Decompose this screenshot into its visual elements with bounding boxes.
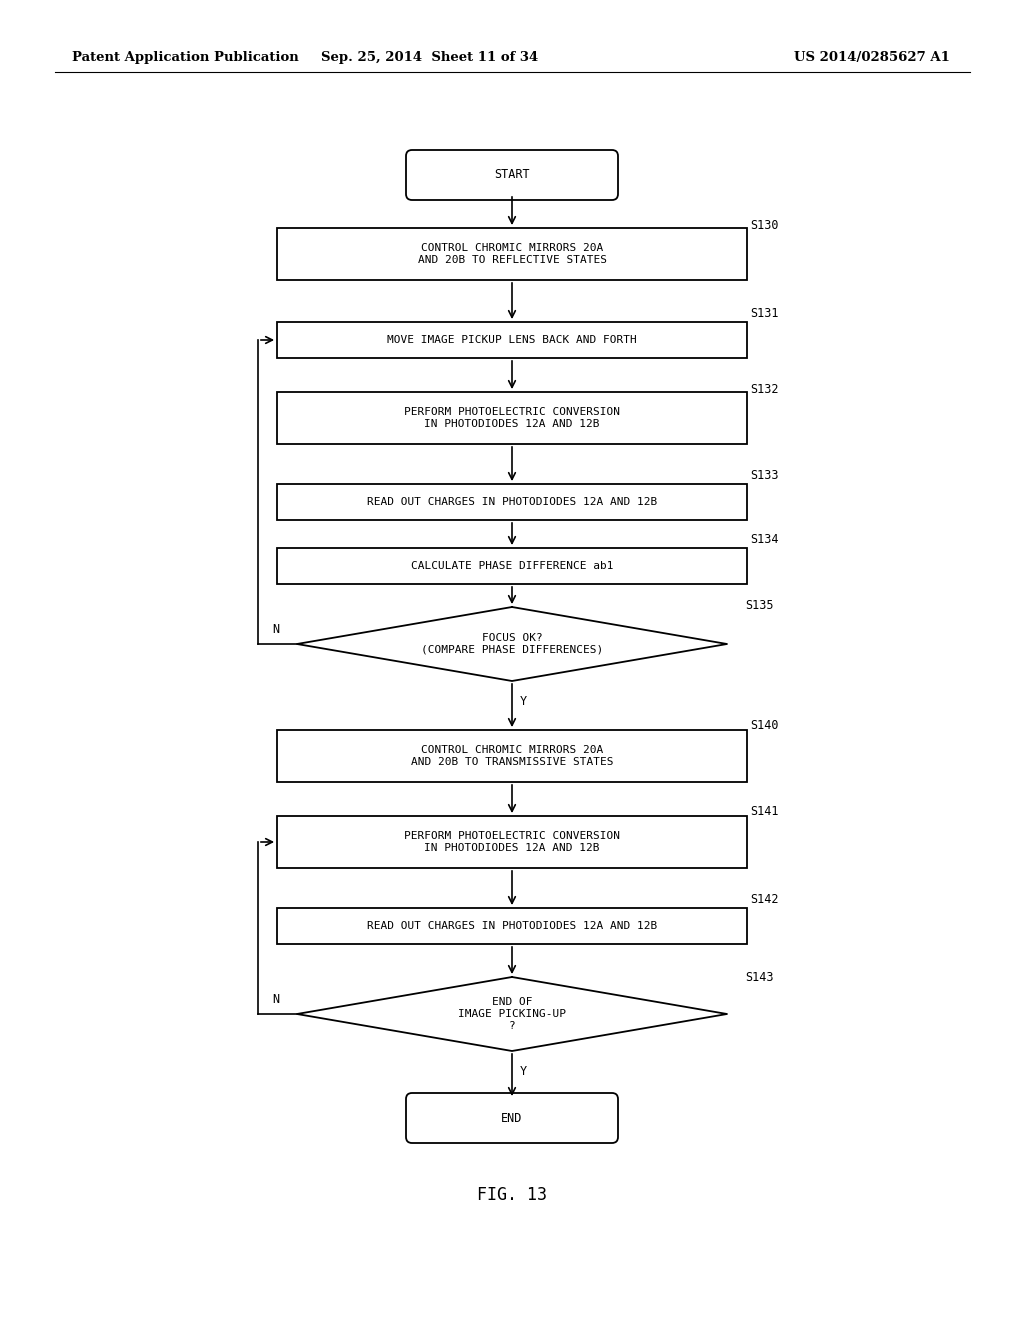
Text: READ OUT CHARGES IN PHOTODIODES 12A AND 12B: READ OUT CHARGES IN PHOTODIODES 12A AND …	[367, 921, 657, 931]
Text: S131: S131	[750, 308, 778, 319]
Text: N: N	[272, 993, 279, 1006]
Bar	[278, 322, 746, 358]
FancyBboxPatch shape	[406, 150, 618, 201]
Text: END: END	[502, 1111, 522, 1125]
Text: Y: Y	[520, 696, 527, 708]
Bar	[278, 816, 746, 869]
Text: N: N	[272, 623, 279, 636]
Text: END OF
IMAGE PICKING-UP
?: END OF IMAGE PICKING-UP ?	[458, 998, 566, 1031]
Text: CALCULATE PHASE DIFFERENCE ab1: CALCULATE PHASE DIFFERENCE ab1	[411, 561, 613, 572]
Text: S134: S134	[750, 533, 778, 546]
Bar	[278, 908, 746, 944]
Text: FIG. 13: FIG. 13	[477, 1185, 547, 1204]
Polygon shape	[297, 607, 727, 681]
Text: S140: S140	[750, 719, 778, 733]
Bar	[278, 392, 746, 444]
Text: MOVE IMAGE PICKUP LENS BACK AND FORTH: MOVE IMAGE PICKUP LENS BACK AND FORTH	[387, 335, 637, 345]
Text: S133: S133	[750, 469, 778, 482]
Text: READ OUT CHARGES IN PHOTODIODES 12A AND 12B: READ OUT CHARGES IN PHOTODIODES 12A AND …	[367, 498, 657, 507]
FancyBboxPatch shape	[406, 1093, 618, 1143]
Text: S141: S141	[750, 805, 778, 818]
Text: PERFORM PHOTOELECTRIC CONVERSION
IN PHOTODIODES 12A AND 12B: PERFORM PHOTOELECTRIC CONVERSION IN PHOT…	[404, 832, 620, 853]
Bar	[278, 228, 746, 280]
Bar	[278, 548, 746, 583]
Text: CONTROL CHROMIC MIRRORS 20A
AND 20B TO TRANSMISSIVE STATES: CONTROL CHROMIC MIRRORS 20A AND 20B TO T…	[411, 746, 613, 767]
Text: S130: S130	[750, 219, 778, 232]
Bar	[278, 484, 746, 520]
Text: PERFORM PHOTOELECTRIC CONVERSION
IN PHOTODIODES 12A AND 12B: PERFORM PHOTOELECTRIC CONVERSION IN PHOT…	[404, 407, 620, 429]
Text: FOCUS OK?
(COMPARE PHASE DIFFERENCES): FOCUS OK? (COMPARE PHASE DIFFERENCES)	[421, 634, 603, 655]
Text: US 2014/0285627 A1: US 2014/0285627 A1	[795, 51, 950, 65]
Text: S143: S143	[745, 972, 773, 983]
Text: S132: S132	[750, 383, 778, 396]
Text: S135: S135	[745, 599, 773, 612]
Bar	[278, 730, 746, 781]
Text: START: START	[495, 169, 529, 181]
Text: Y: Y	[520, 1065, 527, 1078]
Polygon shape	[297, 977, 727, 1051]
Text: CONTROL CHROMIC MIRRORS 20A
AND 20B TO REFLECTIVE STATES: CONTROL CHROMIC MIRRORS 20A AND 20B TO R…	[418, 243, 606, 265]
Text: S142: S142	[750, 894, 778, 906]
Text: Patent Application Publication: Patent Application Publication	[72, 51, 299, 65]
Text: Sep. 25, 2014  Sheet 11 of 34: Sep. 25, 2014 Sheet 11 of 34	[322, 51, 539, 65]
